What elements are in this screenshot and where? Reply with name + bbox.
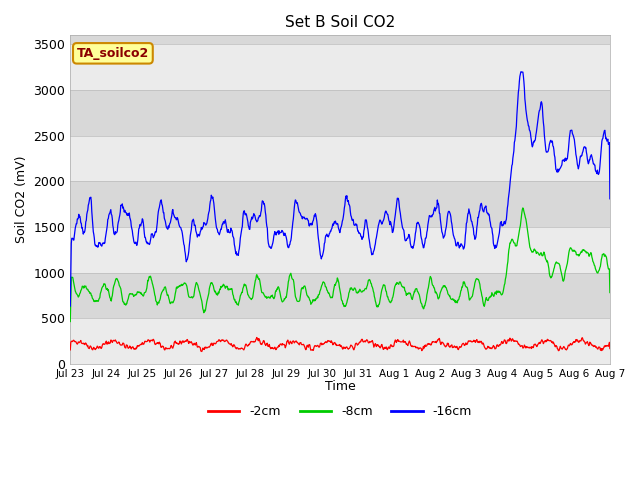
Bar bbox=[70, 45, 610, 90]
Bar bbox=[70, 0, 610, 45]
Bar bbox=[70, 181, 610, 227]
Text: TA_soilco2: TA_soilco2 bbox=[77, 47, 149, 60]
X-axis label: Time: Time bbox=[324, 380, 355, 393]
Bar bbox=[70, 318, 610, 364]
Bar bbox=[70, 136, 610, 181]
Y-axis label: Soil CO2 (mV): Soil CO2 (mV) bbox=[15, 156, 28, 243]
Bar bbox=[70, 273, 610, 318]
Bar bbox=[70, 90, 610, 136]
Bar bbox=[70, 227, 610, 273]
Title: Set B Soil CO2: Set B Soil CO2 bbox=[285, 15, 396, 30]
Legend: -2cm, -8cm, -16cm: -2cm, -8cm, -16cm bbox=[204, 400, 477, 423]
